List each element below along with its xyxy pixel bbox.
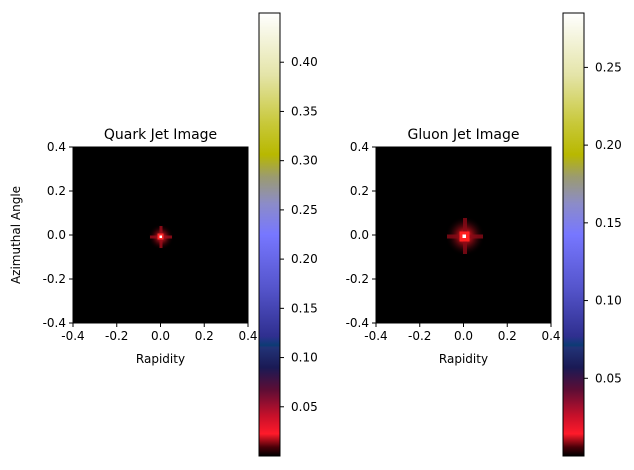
quark-colorbar-frame <box>258 12 281 457</box>
quark-peak-pixel <box>159 235 162 238</box>
gluon-colorbar-ticks: 0.05 0.10 0.15 0.20 0.25 <box>584 60 622 385</box>
gluon-ytick-label: -0.4 <box>346 316 369 330</box>
gluon-y-ticks: -0.4 -0.2 0.0 0.2 0.4 <box>346 140 376 330</box>
gluon-colorbar-tick-label: 0.10 <box>595 294 622 308</box>
quark-y-ticks: -0.4 -0.2 0.0 0.2 0.4 <box>43 140 73 330</box>
gluon-colorbar-frame <box>562 12 585 457</box>
gluon-ytick-label: 0.4 <box>350 140 369 154</box>
quark-xtick-label: -0.4 <box>61 329 84 343</box>
quark-ytick-label: 0.4 <box>47 140 66 154</box>
gluon-xtick-label: -0.2 <box>408 329 431 343</box>
gluon-xtick-label: 0.0 <box>454 329 473 343</box>
gluon-title: Gluon Jet Image <box>407 127 519 143</box>
gluon-panel: Gluon Jet Image -0.4 -0.2 0.0 0.2 0.4 -0.4-0… <box>346 127 561 366</box>
quark-xlabel: Rapidity <box>136 352 185 366</box>
quark-colorbar-tick-label: 0.10 <box>291 351 318 365</box>
gluon-ytick-label: -0.2 <box>346 272 369 286</box>
quark-xtick-label: 0.0 <box>151 329 170 343</box>
gluon-ytick-label: 0.2 <box>350 184 369 198</box>
gluon-xtick-label: -0.4 <box>364 329 387 343</box>
quark-colorbar-tick-label: 0.35 <box>291 104 318 118</box>
gluon-colorbar-tick-label: 0.25 <box>595 60 622 74</box>
gluon-peak-pixel <box>462 234 466 238</box>
gluon-colorbar: 0.05 0.10 0.15 0.20 0.25 <box>562 12 622 457</box>
quark-panel: Quark Jet Image -0.4 -0.2 0.0 0.2 0.4 -0.4-0… <box>9 127 258 366</box>
quark-ylabel: Azimuthal Angle <box>9 186 23 284</box>
quark-colorbar-tick-label: 0.20 <box>291 252 318 266</box>
quark-colorbar-tick-label: 0.25 <box>291 203 318 217</box>
quark-xtick-label: 0.4 <box>238 329 257 343</box>
quark-colorbar: 0.05 0.10 0.15 0.20 0.25 0.30 0.35 0.40 <box>258 12 318 457</box>
quark-ytick-label: 0.2 <box>47 184 66 198</box>
gluon-colorbar-tick-label: 0.20 <box>595 138 622 152</box>
gluon-colorbar-fill <box>563 13 584 456</box>
quark-colorbar-ticks: 0.05 0.10 0.15 0.20 0.25 0.30 0.35 0.40 <box>280 55 318 414</box>
quark-x-ticks: -0.4 -0.2 0.0 0.2 0.4 <box>61 323 258 343</box>
gluon-colorbar-tick-label: 0.05 <box>595 371 622 385</box>
gluon-x-ticks: -0.4 -0.2 0.0 0.2 0.4 <box>364 323 561 343</box>
quark-ytick-label: -0.2 <box>43 272 66 286</box>
gluon-ytick-label: 0.0 <box>350 228 369 242</box>
quark-title: Quark Jet Image <box>104 127 217 143</box>
quark-xtick-label: -0.2 <box>105 329 128 343</box>
gluon-xtick-label: 0.4 <box>541 329 560 343</box>
quark-colorbar-tick-label: 0.15 <box>291 301 318 315</box>
gluon-xlabel: Rapidity <box>439 352 488 366</box>
quark-ytick-label: 0.0 <box>47 228 66 242</box>
gluon-jet-core <box>445 216 485 256</box>
quark-jet-core <box>148 224 174 250</box>
gluon-xtick-label: 0.2 <box>498 329 517 343</box>
gluon-colorbar-tick-label: 0.15 <box>595 216 622 230</box>
quark-ytick-label: -0.4 <box>43 316 66 330</box>
quark-xtick-label: 0.2 <box>195 329 214 343</box>
quark-colorbar-tick-label: 0.40 <box>291 55 318 69</box>
quark-colorbar-fill <box>259 13 280 456</box>
quark-colorbar-tick-label: 0.30 <box>291 154 318 168</box>
quark-colorbar-tick-label: 0.05 <box>291 400 318 414</box>
